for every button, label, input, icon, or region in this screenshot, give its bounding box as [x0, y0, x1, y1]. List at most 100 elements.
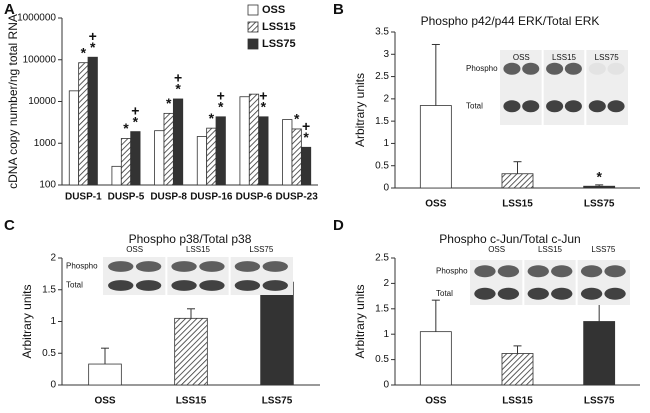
blot-band: [588, 100, 606, 113]
panel-label: B: [333, 1, 344, 18]
blot-lane-label: LSS15: [186, 245, 211, 254]
significance-mark: *: [294, 111, 300, 127]
significance-mark: +: [89, 28, 97, 44]
bar: [260, 281, 294, 386]
y-tick-label: 2.5: [375, 71, 389, 82]
blot-row-label: Phospho: [466, 64, 498, 73]
blot-lane-label: OSS: [488, 245, 505, 254]
bar: [282, 119, 293, 186]
y-tick-label: 1.5: [42, 284, 56, 295]
x-tick-label: LSS75: [584, 199, 615, 210]
blot-row-label: Total: [66, 281, 83, 290]
blot-band: [262, 280, 288, 291]
y-tick-label: 1.5: [375, 116, 389, 127]
y-tick-label: 10000: [28, 96, 56, 107]
y-tick-label: 1: [50, 316, 56, 327]
blot-band: [474, 265, 496, 278]
blot-band: [135, 280, 162, 291]
significance-mark: *: [90, 39, 96, 55]
bar: [111, 165, 122, 186]
x-tick-label: OSS: [94, 396, 115, 407]
blot-row-label: Phospho: [436, 266, 468, 275]
panel-label: A: [4, 1, 15, 18]
chart-title: Phospho p42/p44 ERK/Total ERK: [421, 14, 600, 28]
significance-mark: *: [175, 81, 181, 97]
bar: [196, 136, 208, 186]
blot-row-label: Phospho: [66, 262, 98, 271]
blot-band: [607, 62, 625, 75]
bar: [239, 96, 250, 186]
x-tick-label: DUSP-8: [150, 192, 187, 203]
x-tick-label: LSS75: [584, 396, 615, 407]
blot-band: [171, 261, 197, 272]
bar: [68, 90, 80, 186]
blot-row-label: Total: [466, 101, 483, 110]
blot-band: [503, 62, 521, 75]
blot-band: [234, 280, 261, 291]
x-tick-label: DUSP-6: [236, 192, 273, 203]
blot-band: [546, 62, 564, 75]
blot-lane-label: OSS: [513, 53, 530, 62]
significance-mark: *: [261, 99, 267, 115]
blot-band: [527, 287, 549, 300]
bar: [88, 363, 122, 386]
bar: [174, 317, 208, 386]
blot-band: [199, 280, 225, 291]
blot-band: [607, 100, 625, 113]
bar: [419, 331, 452, 386]
panel-label: D: [333, 217, 344, 234]
blot-row-label: Total: [436, 289, 453, 298]
bar: [501, 173, 534, 189]
x-tick-label: LSS75: [262, 396, 293, 407]
significance-mark: +: [259, 88, 267, 104]
bar: [78, 62, 89, 186]
bar: [291, 128, 302, 186]
x-tick-label: OSS: [425, 199, 446, 210]
significance-mark: +: [174, 70, 182, 86]
significance-mark: +: [131, 102, 139, 118]
blot-band: [108, 261, 134, 272]
y-tick-label: 3: [383, 49, 389, 60]
bar: [583, 185, 616, 189]
significance-mark: +: [217, 88, 225, 104]
blot-background: [103, 257, 293, 295]
blot-band: [604, 265, 626, 278]
blot-band: [522, 100, 540, 113]
blot-band: [503, 100, 521, 113]
blot-lane-label: LSS75: [595, 53, 620, 62]
significance-mark: +: [302, 118, 310, 134]
blot-band: [474, 287, 496, 300]
significance-mark: *: [596, 169, 602, 185]
x-tick-label: DUSP-16: [190, 192, 233, 203]
y-tick-label: 0: [383, 183, 389, 194]
bar: [120, 138, 132, 186]
significance-mark: *: [81, 44, 87, 60]
bar: [258, 116, 269, 186]
y-tick-label: 0: [50, 380, 56, 391]
bar: [163, 112, 174, 186]
y-tick-label: 0.5: [42, 348, 56, 359]
x-tick-label: LSS15: [502, 199, 533, 210]
bar: [501, 353, 534, 386]
x-tick-label: OSS: [425, 396, 446, 407]
x-tick-label: LSS15: [176, 396, 207, 407]
blot-band: [234, 261, 261, 272]
bar: [87, 56, 98, 186]
blot-band: [551, 287, 573, 300]
legend-label: LSS75: [262, 38, 296, 50]
legend-swatch: [247, 21, 259, 33]
blot-lane-label: LSS15: [552, 53, 577, 62]
y-tick-label: 2.5: [375, 253, 389, 264]
y-tick-label: 2: [383, 93, 389, 104]
bar: [419, 105, 452, 189]
bar: [583, 321, 616, 386]
bar: [206, 127, 217, 186]
legend-swatch: [247, 4, 259, 16]
x-tick-label: LSS15: [502, 396, 533, 407]
blot-band: [262, 261, 288, 272]
y-axis-label: Arbitrary units: [353, 73, 367, 147]
blot-band: [135, 261, 162, 272]
blot-band: [604, 287, 626, 300]
blot-band: [564, 62, 582, 75]
